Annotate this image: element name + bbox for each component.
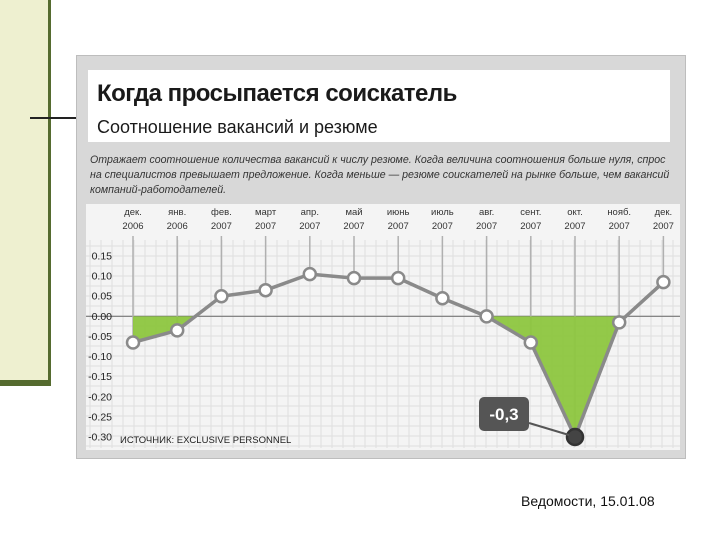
data-point <box>390 270 406 286</box>
x-tick-label-month: дек. <box>124 207 142 218</box>
data-point <box>656 274 671 290</box>
data-points <box>125 266 671 447</box>
y-tick-label: 0.10 <box>92 271 113 283</box>
x-tick-label-month: апр. <box>301 207 319 218</box>
slide-side-bar-accent <box>0 380 51 386</box>
x-tick-label-year: 2007 <box>564 221 585 232</box>
x-tick-label-year: 2006 <box>167 221 188 232</box>
data-point <box>302 266 318 282</box>
x-tick-label-month: фев. <box>211 207 232 218</box>
y-tick-label: 0.05 <box>92 291 113 303</box>
data-point <box>523 335 539 350</box>
x-tick-label-year: 2007 <box>211 221 232 232</box>
y-tick-label: -0.10 <box>88 351 112 363</box>
y-tick-label: -0.20 <box>88 391 112 403</box>
data-point <box>214 288 229 304</box>
x-tick-label-month: май <box>345 207 362 218</box>
x-tick-label-year: 2007 <box>432 221 453 232</box>
y-tick-label: -0.15 <box>88 371 112 383</box>
data-point <box>125 335 141 350</box>
x-tick-label-year: 2007 <box>609 221 630 232</box>
x-tick-label-month: июль <box>431 207 454 218</box>
chart-header <box>88 70 670 142</box>
chart-subtitle: Соотношение вакансий и резюме <box>97 117 378 137</box>
data-point <box>565 427 585 447</box>
x-tick-label-month: авг. <box>479 207 494 218</box>
x-tick-label-month: июнь <box>387 207 410 218</box>
data-point <box>169 323 185 338</box>
annotation: -0,3 <box>479 397 570 436</box>
data-point <box>258 282 273 298</box>
x-tick-label-year: 2007 <box>343 221 364 232</box>
negative-area-fills <box>133 316 626 437</box>
chart-source: ИСТОЧНИК: EXCLUSIVE PERSONNEL <box>120 435 291 446</box>
chart-title: Когда просыпается соискатель <box>97 80 457 107</box>
annotation-badge <box>479 397 529 431</box>
x-tick-label-month: окт. <box>567 207 582 218</box>
slide-side-bar <box>0 0 51 385</box>
x-tick-label-year: 2007 <box>388 221 409 232</box>
x-tick-label-year: 2007 <box>299 221 320 232</box>
slide-caption: Ведомости, 15.01.08 <box>521 493 655 509</box>
chart-description: Отражает соотношение количества вакансий… <box>90 154 670 196</box>
x-tick-label-year: 2006 <box>122 221 143 232</box>
x-tick-label-month: сент. <box>520 207 541 218</box>
decorative-rule <box>30 117 86 119</box>
y-tick-label: 0.00 <box>92 311 113 323</box>
x-tick-label-month: дек. <box>655 207 673 218</box>
x-tick-label-year: 2007 <box>255 221 276 232</box>
x-tick-label-year: 2007 <box>476 221 497 232</box>
x-tick-label-year: 2007 <box>653 221 674 232</box>
x-tick-label-month: янв. <box>168 207 186 218</box>
x-tick-label-year: 2007 <box>520 221 541 232</box>
data-point <box>435 290 450 306</box>
negative-area <box>486 316 626 437</box>
x-axis-labels: дек. 2006 янв. 2006 фев. 2007 март 2007 апр. 2007… <box>122 207 674 232</box>
annotation-pointer <box>528 422 570 436</box>
data-point <box>611 315 627 330</box>
x-tick-label-month: нояб. <box>607 207 631 218</box>
x-tick-label-month: март <box>255 207 277 218</box>
data-point <box>346 270 362 286</box>
y-tick-label: -0.05 <box>88 331 112 343</box>
data-point <box>479 309 494 324</box>
y-tick-label: 0.15 <box>92 251 113 263</box>
y-axis-labels: 0.15 0.10 0.05 0.00 -0.05 -0.10 -0.15 -0.20 -0.2… <box>88 251 112 444</box>
y-tick-label: -0.25 <box>88 411 112 423</box>
y-tick-label: -0.30 <box>88 432 112 444</box>
negative-area <box>133 316 196 343</box>
annotation-label: -0,3 <box>489 405 518 424</box>
